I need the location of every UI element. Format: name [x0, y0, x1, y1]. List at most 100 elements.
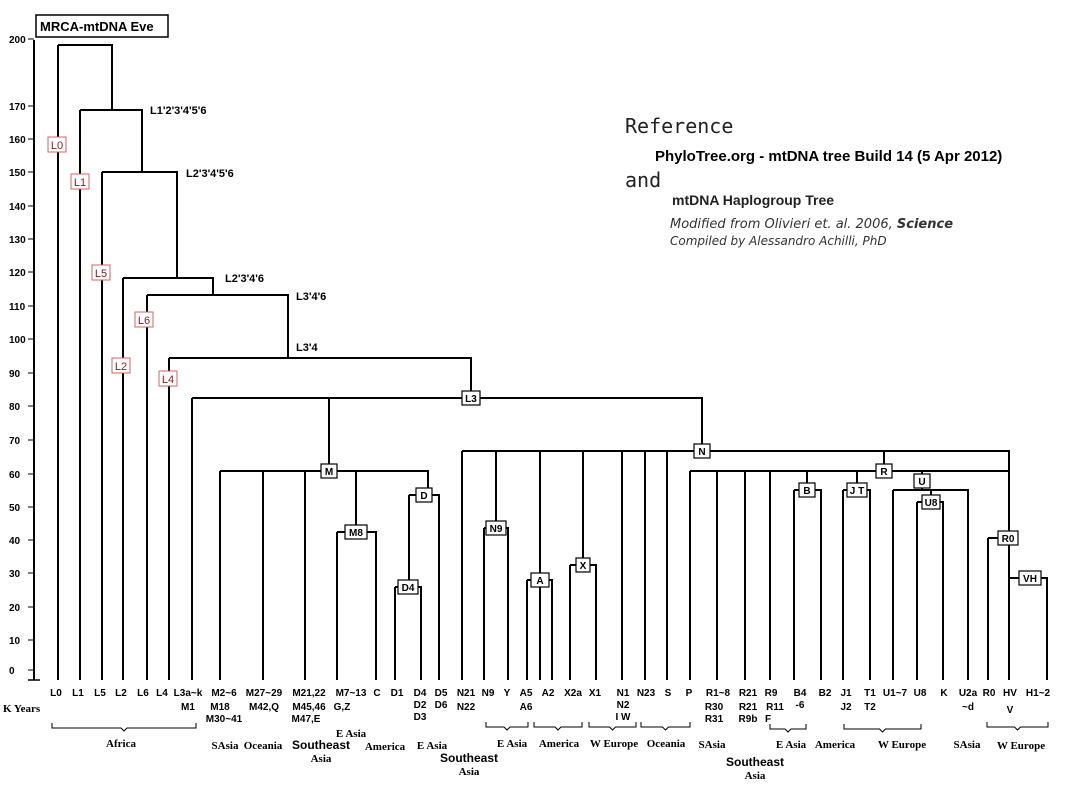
- haplogroup-box-label: J T: [850, 486, 864, 497]
- leaf-label: P: [686, 688, 693, 699]
- haplogroup-box-label: L6: [138, 315, 150, 327]
- haplogroup-box: [344, 524, 368, 540]
- axis-tick-label: 0: [9, 666, 15, 677]
- haplogroup-box-label: L3: [465, 394, 477, 405]
- axis-tick-label: 90: [9, 369, 21, 380]
- node-label-l1-6: L1'2'3'4'5'6: [150, 105, 207, 117]
- reference-modified: Modified from Olivieri et. al. 2006, Sci…: [670, 217, 953, 232]
- haplogroup-box: [530, 572, 550, 588]
- region-label: Southeast: [726, 755, 784, 769]
- haplogroup-box-label: U: [918, 477, 925, 488]
- region-label: E Asia: [417, 740, 448, 752]
- haplogroup-box-label: N: [698, 447, 705, 458]
- leaf-label: D2: [414, 700, 427, 711]
- haplogroup-box-label: B: [803, 486, 810, 497]
- haplogroup-box-label: D4: [402, 583, 415, 594]
- region-label: SAsia: [699, 739, 726, 751]
- region-bracket: [51, 723, 197, 732]
- leaf-label: L0: [50, 688, 62, 699]
- leaf-label: N22: [457, 702, 476, 713]
- haplogroup-box-label: VH: [1023, 574, 1037, 585]
- haplogroup-box-label: D: [420, 491, 427, 502]
- region-label: E Asia: [497, 738, 528, 750]
- leaf-label: L1: [72, 688, 84, 699]
- leaf-label: R21: [739, 688, 758, 699]
- region-label: America: [365, 741, 406, 753]
- axis-tick-label: 150: [9, 168, 26, 179]
- leaf-label: B4: [794, 688, 807, 699]
- region-label: America: [815, 739, 856, 751]
- region-label: W Europe: [997, 740, 1045, 752]
- region-bracket: [533, 722, 583, 731]
- region-bracket: [769, 724, 807, 733]
- leaf-label: H1~2: [1026, 688, 1051, 699]
- haplogroup-box-label: R: [880, 467, 888, 478]
- leaf-label: D3: [414, 712, 427, 723]
- haplogroup-box: [1018, 570, 1042, 586]
- haplogroup-box-label: L0: [51, 140, 63, 152]
- haplogroup-boxes: L3 M N R UU8 B J T M8 D D4 N9 A X R0 VH: [320, 390, 1042, 595]
- haplogroup-box: [415, 487, 433, 503]
- leaf-label: ~d: [962, 702, 974, 713]
- african-haplogroup-boxes: L0 L1 L5 L2 L6 L4: [47, 136, 178, 387]
- leaf-label: X2a: [564, 688, 582, 699]
- leaf-label: N23: [637, 688, 656, 699]
- region-bracket: [588, 722, 637, 731]
- leaf-label: R9b: [739, 714, 758, 725]
- leaf-label: F: [765, 714, 771, 725]
- haplogroup-box-label: R0: [1002, 534, 1015, 545]
- leaf-label: L4: [156, 688, 168, 699]
- axis-tick-label: 40: [9, 536, 21, 547]
- leaf-label: M30~41: [206, 714, 243, 725]
- haplogroup-box: [111, 357, 131, 374]
- leaf-label: T2: [864, 702, 876, 713]
- root-label: MRCA-mtDNA Eve: [40, 19, 154, 34]
- region-label: Oceania: [244, 740, 283, 752]
- reference-compiled: Compiled by Alessandro Achilli, PhD: [670, 234, 887, 248]
- reference-block: Reference PhyloTree.org - mtDNA tree Bui…: [625, 114, 1002, 248]
- axis-tick-label: 140: [9, 202, 26, 213]
- region-label: Asia: [459, 766, 480, 778]
- axis-tick-label: 110: [9, 302, 26, 313]
- leaf-label: R11: [766, 702, 784, 713]
- node-label-l2-6: L2'3'4'5'6: [186, 168, 234, 180]
- axis-tick-label: 160: [9, 135, 26, 146]
- leaf-label: G,Z: [334, 702, 351, 713]
- region-label: Africa: [106, 738, 136, 750]
- axis-tick-label: 80: [9, 402, 21, 413]
- leaf-label: U1~7: [883, 688, 908, 699]
- haplogroup-box-label: X: [580, 561, 587, 572]
- haplogroup-box: [875, 463, 893, 479]
- haplogroup-box-label: A: [536, 576, 543, 587]
- haplogroup-box: [70, 173, 90, 190]
- leaf-label: M27~29: [246, 688, 283, 699]
- leaf-label: D5: [435, 688, 448, 699]
- leaf-label: D1: [391, 688, 404, 699]
- region-bracket: [485, 722, 529, 731]
- haplogroup-box: [693, 443, 711, 459]
- leaf-label: A5: [520, 688, 533, 699]
- leaf-label: L5: [94, 688, 106, 699]
- haplogroup-box-label: L5: [95, 268, 107, 280]
- leaf-label: D4: [414, 688, 427, 699]
- axis-tick-label: 100: [9, 335, 26, 346]
- haplogroup-box-label: N9: [490, 524, 503, 535]
- node-label-l3-4-6: L3'4'6: [296, 291, 326, 303]
- leaf-label: B2: [819, 688, 832, 699]
- axis-tick-label: 50: [9, 503, 21, 514]
- region-label: Southeast: [292, 738, 350, 752]
- region-labels: Africa SAsia Oceania Southeast Asia E Asia Ame…: [106, 728, 1045, 782]
- haplogroup-box-label: L1: [74, 177, 86, 189]
- axis-tick-label: 170: [9, 102, 26, 113]
- leaf-label: M2~6: [211, 688, 237, 699]
- haplogroup-box: [485, 520, 507, 536]
- region-label: W Europe: [590, 738, 638, 750]
- haplogroup-box-label: M: [325, 467, 333, 478]
- leaf-label: X1: [589, 688, 602, 699]
- region-bracket: [986, 722, 1049, 731]
- leaf-label: M7~13: [336, 688, 367, 699]
- leaf-label: I W: [616, 712, 632, 723]
- leaf-label: R1~8: [706, 688, 731, 699]
- haplogroup-box: [320, 463, 338, 479]
- leaf-label: K: [940, 688, 948, 699]
